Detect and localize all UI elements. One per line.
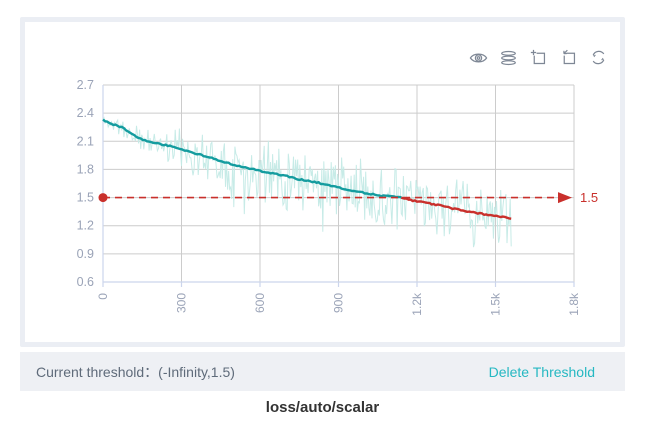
svg-text:2.4: 2.4 bbox=[77, 106, 94, 120]
refresh-button[interactable] bbox=[589, 48, 608, 67]
zoom-reset-icon bbox=[563, 49, 576, 65]
svg-text:1.5k: 1.5k bbox=[489, 292, 503, 316]
svg-text:600: 600 bbox=[253, 293, 267, 313]
svg-text:300: 300 bbox=[175, 293, 189, 313]
toggle-visibility-button[interactable] bbox=[469, 48, 488, 67]
axes bbox=[102, 85, 575, 287]
svg-text:1.2k: 1.2k bbox=[410, 292, 424, 316]
smoothed-series-line-above-threshold bbox=[102, 118, 402, 199]
raw-series-line bbox=[102, 116, 512, 248]
reset-zoom-button[interactable] bbox=[559, 48, 578, 67]
svg-text:1.8k: 1.8k bbox=[567, 292, 581, 316]
threshold-drag-handle[interactable] bbox=[98, 193, 108, 203]
scalar-chart-canvas[interactable]: 0.6 0.9 1.2 1.5 1.8 2.1 2.4 2.7 0 300 600 900 1.2k 1.… bbox=[25, 22, 620, 340]
refresh-icon bbox=[592, 50, 605, 65]
drag-zoom-button[interactable] bbox=[529, 48, 548, 67]
current-threshold-value: (-Infinity,1.5) bbox=[158, 363, 235, 380]
threshold-line[interactable]: 1.5 bbox=[98, 190, 599, 205]
eye-icon bbox=[469, 53, 488, 62]
svg-text:1.2: 1.2 bbox=[77, 219, 94, 233]
svg-text:1.5: 1.5 bbox=[77, 191, 94, 205]
zoom-select-icon bbox=[530, 49, 546, 65]
svg-text:1.8: 1.8 bbox=[77, 162, 94, 176]
svg-text:0.6: 0.6 bbox=[77, 275, 94, 289]
svg-text:900: 900 bbox=[332, 293, 346, 313]
svg-text:2.1: 2.1 bbox=[77, 134, 94, 148]
svg-text:0: 0 bbox=[96, 293, 110, 300]
chart-toolbar bbox=[469, 48, 608, 67]
smoothed-series-line-below-threshold bbox=[400, 196, 512, 220]
stack-icon bbox=[501, 50, 516, 65]
current-threshold-label: Current threshold： bbox=[36, 363, 159, 380]
svg-text:2.7: 2.7 bbox=[77, 78, 94, 92]
threshold-bar: Current threshold：(-Infinity,1.5) Delete… bbox=[20, 352, 625, 391]
delete-threshold-link[interactable]: Delete Threshold bbox=[488, 363, 595, 380]
tick-labels: 0.6 0.9 1.2 1.5 1.8 2.1 2.4 2.7 0 300 600 900 1.2k 1.… bbox=[77, 78, 581, 316]
scalar-chart-card: 0.6 0.9 1.2 1.5 1.8 2.1 2.4 2.7 0 300 600 900 1.2k 1.… bbox=[20, 17, 625, 347]
chart-title: loss/auto/scalar bbox=[265, 399, 380, 416]
runs-stack-button[interactable] bbox=[499, 48, 518, 67]
svg-text:0.9: 0.9 bbox=[77, 247, 94, 261]
threshold-arrow-icon bbox=[558, 192, 572, 204]
current-threshold-text: Current threshold：(-Infinity,1.5) bbox=[36, 362, 235, 382]
grid-lines bbox=[103, 84, 575, 282]
threshold-value-label: 1.5 bbox=[580, 190, 598, 205]
